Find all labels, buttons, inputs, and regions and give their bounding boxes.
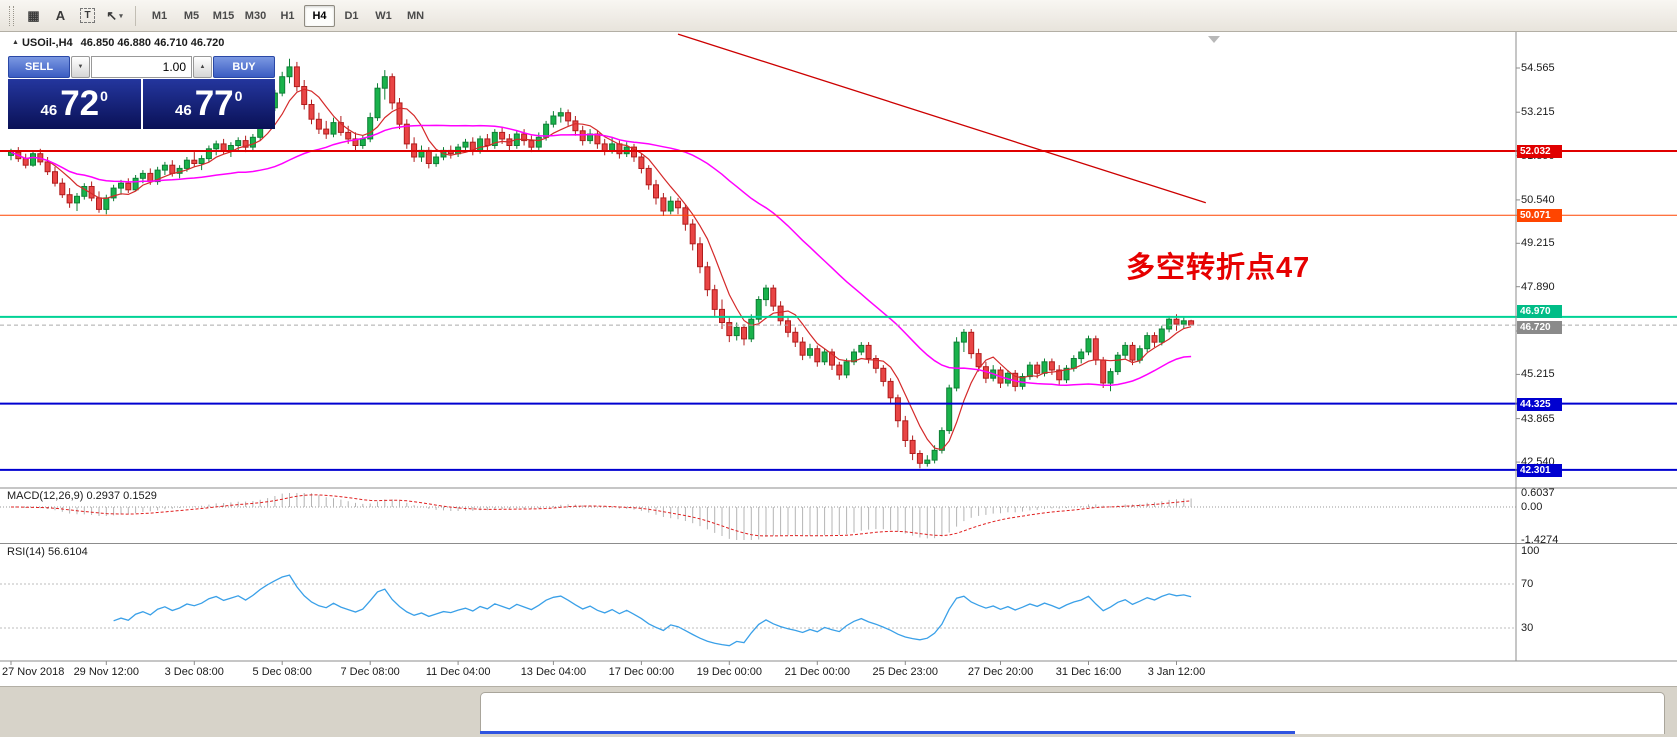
rsi-axis-label: 100 bbox=[1521, 545, 1540, 557]
docked-terminal-panel bbox=[480, 692, 1665, 734]
new-chart-icon[interactable]: ▦ bbox=[21, 5, 46, 27]
time-axis-label: 11 Dec 04:00 bbox=[425, 666, 491, 678]
time-axis-label: 27 Nov 2018 bbox=[2, 666, 65, 678]
bid-point: 0 bbox=[100, 88, 108, 104]
price-axis-label: 45.215 bbox=[1521, 368, 1555, 381]
toolbar-separator bbox=[135, 5, 136, 26]
price-axis-label: 43.865 bbox=[1521, 412, 1555, 425]
ohlc-values: 46.850 46.880 46.710 46.720 bbox=[80, 37, 225, 49]
chart-annotation-text: 多空转折点47 bbox=[1126, 252, 1311, 284]
ask-whole: 46 bbox=[175, 102, 192, 119]
terminal-highlight-bar bbox=[480, 731, 1295, 734]
timeframe-button-m15[interactable]: M15 bbox=[208, 5, 239, 27]
price-level-badge: 52.032 bbox=[1517, 145, 1562, 158]
timeframe-button-h4[interactable]: H4 bbox=[304, 4, 335, 27]
time-axis-label: 31 Dec 16:00 bbox=[1055, 666, 1122, 678]
trade-controls-row: SELL ▼ ▲ BUY bbox=[8, 56, 275, 78]
timeframe-toolbar: M1 M5 M15 M30 H1 H4 D1 W1 MN bbox=[144, 4, 431, 27]
timeframe-button-m1[interactable]: M1 bbox=[144, 5, 175, 27]
sell-button[interactable]: SELL bbox=[8, 56, 70, 78]
price-axis-label: 54.565 bbox=[1521, 62, 1555, 74]
volume-increase-button[interactable]: ▲ bbox=[193, 56, 212, 78]
time-axis-label: 3 Dec 08:00 bbox=[164, 666, 224, 678]
toolbar-grip[interactable] bbox=[9, 5, 14, 26]
timeframe-button-w1[interactable]: W1 bbox=[368, 5, 399, 27]
price-level-badge: 46.720 bbox=[1517, 321, 1562, 335]
timeframe-button-m30[interactable]: M30 bbox=[240, 5, 271, 27]
symbol-name: USOil-,H4 bbox=[21, 37, 73, 49]
ask-point: 0 bbox=[234, 88, 243, 104]
cursor-tool-icon[interactable]: ↖ ▾ bbox=[102, 5, 127, 27]
trade-prices-row: 46 72 0 46 77 0 bbox=[8, 79, 275, 129]
time-axis-label: 5 Dec 08:00 bbox=[252, 666, 312, 678]
volume-decrease-button[interactable]: ▼ bbox=[71, 56, 90, 78]
macd-indicator-label: MACD(12,26,9) 0.2937 0.1529 bbox=[7, 490, 157, 502]
price-level-badge: 44.325 bbox=[1517, 397, 1562, 411]
chevron-down-icon: ▾ bbox=[119, 12, 123, 20]
price-level-badge: 42.301 bbox=[1517, 463, 1562, 477]
letter-a-icon[interactable]: A bbox=[48, 5, 73, 27]
price-axis-label: 47.890 bbox=[1521, 280, 1555, 293]
price-axis-label: 50.540 bbox=[1521, 193, 1555, 206]
rsi-axis-label: 30 bbox=[1521, 622, 1534, 634]
time-axis-label: 7 Dec 08:00 bbox=[340, 666, 400, 678]
timeframe-button-d1[interactable]: D1 bbox=[336, 5, 367, 27]
timeframe-button-mn[interactable]: MN bbox=[400, 5, 431, 27]
time-axis-label: 17 Dec 00:00 bbox=[608, 666, 675, 678]
volume-input[interactable] bbox=[91, 56, 192, 78]
time-axis-label: 25 Dec 23:00 bbox=[872, 666, 938, 678]
time-axis-label: 19 Dec 00:00 bbox=[696, 666, 763, 678]
text-label-icon[interactable]: T bbox=[75, 5, 100, 27]
timeframe-button-h1[interactable]: H1 bbox=[272, 5, 303, 27]
macd-axis-label: -1.4274 bbox=[1521, 533, 1559, 546]
time-axis-label: 29 Nov 12:00 bbox=[73, 666, 139, 678]
time-axis-label: 13 Dec 04:00 bbox=[520, 666, 587, 678]
chevron-up-icon: ▲ bbox=[199, 64, 206, 70]
price-level-badge: 46.970 bbox=[1517, 304, 1562, 318]
buy-button[interactable]: BUY bbox=[213, 56, 275, 78]
macd-axis-label: 0.6037 bbox=[1521, 487, 1555, 499]
time-axis-label: 3 Jan 12:00 bbox=[1147, 666, 1206, 678]
rsi-axis-label: 70 bbox=[1521, 578, 1534, 590]
drawing-tools-group: ▦ A T ↖ ▾ bbox=[21, 5, 127, 27]
time-axis-label: 21 Dec 00:00 bbox=[784, 666, 851, 678]
macd-axis-label: 0.00 bbox=[1521, 500, 1543, 513]
chart-ohlc-header: ▲ USOil-,H4 46.850 46.880 46.710 46.720 bbox=[12, 37, 224, 49]
chevron-down-icon: ▼ bbox=[77, 64, 84, 70]
price-axis-label: 49.215 bbox=[1521, 237, 1555, 250]
timeframe-button-m5[interactable]: M5 bbox=[176, 5, 207, 27]
bid-pips: 72 bbox=[60, 84, 100, 123]
bottom-panel bbox=[0, 686, 1677, 737]
time-axis-label: 27 Dec 20:00 bbox=[967, 666, 1034, 678]
bid-whole: 46 bbox=[40, 102, 58, 119]
price-axis-label: 53.215 bbox=[1521, 106, 1555, 119]
ask-price-panel[interactable]: 46 77 0 bbox=[142, 79, 275, 129]
expand-arrow-icon[interactable]: ▲ bbox=[12, 39, 19, 46]
bid-price-panel[interactable]: 46 72 0 bbox=[8, 79, 141, 129]
rsi-indicator-label: RSI(14) 56.6104 bbox=[7, 546, 88, 558]
price-level-badge: 50.071 bbox=[1517, 209, 1562, 223]
ask-pips: 77 bbox=[194, 84, 234, 123]
toolbar: ▦ A T ↖ ▾ M1 M5 M15 M30 H1 H4 D1 W1 MN bbox=[0, 0, 1677, 32]
